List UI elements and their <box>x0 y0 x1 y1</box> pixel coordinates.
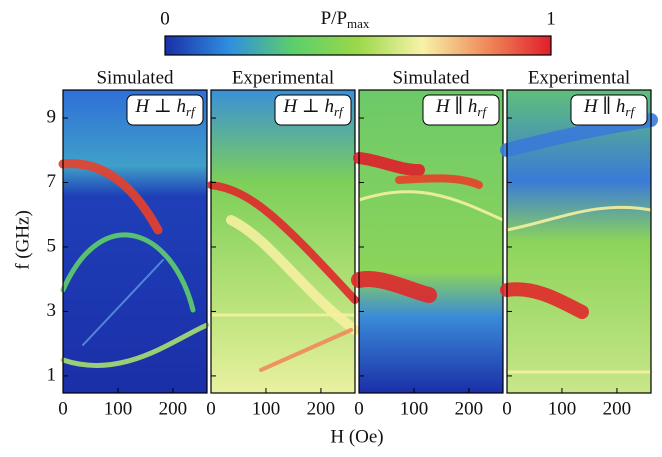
heatmap-features <box>58 159 210 368</box>
heatmap <box>211 90 355 393</box>
panel-title: Experimental <box>232 67 334 88</box>
panel-frame <box>506 89 652 394</box>
annotation-main: H ∥ h <box>435 96 478 117</box>
x-tick-label: 200 <box>603 398 632 419</box>
x-tick-label: 0 <box>206 398 216 419</box>
annotation-main: H ⊥ h <box>134 96 186 117</box>
heatmap-feature <box>259 328 353 372</box>
annotation-sub: rf <box>625 104 636 119</box>
heatmap-feature <box>351 271 437 303</box>
heatmap-features <box>351 152 505 303</box>
y-tick-label: 9 <box>47 106 57 127</box>
x-axis-label: H (Oe) <box>330 426 383 447</box>
colorbar-tick-label: 1 <box>546 8 556 29</box>
x-tick-label: 200 <box>307 398 336 419</box>
annotation-box <box>570 94 648 126</box>
heatmap-feature <box>60 232 196 313</box>
x-tick-label: 200 <box>159 398 188 419</box>
x-tick-label: 100 <box>104 398 133 419</box>
colorbar-label: P/Pmax <box>321 8 370 31</box>
annotation: H ∥ hrf <box>435 96 489 119</box>
heatmap <box>359 90 503 393</box>
annotation-main: H ⊥ h <box>282 96 334 117</box>
annotation: H ∥ hrf <box>583 96 637 119</box>
panel-frame <box>210 89 356 394</box>
heatmap-feature <box>82 259 164 346</box>
x-tick-label: 0 <box>354 398 364 419</box>
heatmap-feature <box>60 322 210 368</box>
heatmap-feature <box>58 159 163 235</box>
annotation-sub: rf <box>334 104 345 119</box>
colorbar-tick-label: 0 <box>160 8 170 29</box>
annotation-box <box>126 94 204 126</box>
x-tick-label: 0 <box>58 398 68 419</box>
panel-frame <box>62 89 208 394</box>
y-tick-label: 5 <box>47 235 57 256</box>
x-tick-label: 100 <box>252 398 281 419</box>
annotation-main: H ∥ h <box>583 96 626 117</box>
heatmap-feature <box>353 152 425 176</box>
annotation-box <box>422 94 500 126</box>
y-axis-label: f (GHz) <box>12 210 33 270</box>
x-tick-label: 100 <box>548 398 577 419</box>
panel-title: Simulated <box>392 67 470 88</box>
x-tick-label: 0 <box>502 398 512 419</box>
heatmap <box>63 90 207 393</box>
colorbar <box>164 35 552 56</box>
panel-title: Simulated <box>96 67 174 88</box>
annotation-box <box>274 94 352 126</box>
heatmap-feature <box>357 190 505 222</box>
heatmap-feature <box>395 174 483 189</box>
annotation-sub: rf <box>477 104 488 119</box>
heatmap-features <box>207 181 360 372</box>
panel-frame <box>358 89 504 394</box>
heatmap-feature <box>207 181 359 304</box>
y-tick-label: 3 <box>47 300 57 321</box>
annotation: H ⊥ hrf <box>134 96 197 119</box>
heatmap-feature <box>505 205 653 232</box>
x-tick-label: 200 <box>455 398 484 419</box>
annotation-sub: rf <box>186 104 197 119</box>
heatmap-feature <box>500 282 589 319</box>
annotation: H ⊥ hrf <box>282 96 345 119</box>
colorbar-label-sub: max <box>347 16 370 31</box>
panel-title: Experimental <box>528 67 630 88</box>
y-tick-label: 1 <box>47 364 57 385</box>
x-tick-label: 100 <box>400 398 429 419</box>
y-tick-label: 7 <box>47 171 57 192</box>
colorbar-label-main: P/P <box>321 8 347 29</box>
